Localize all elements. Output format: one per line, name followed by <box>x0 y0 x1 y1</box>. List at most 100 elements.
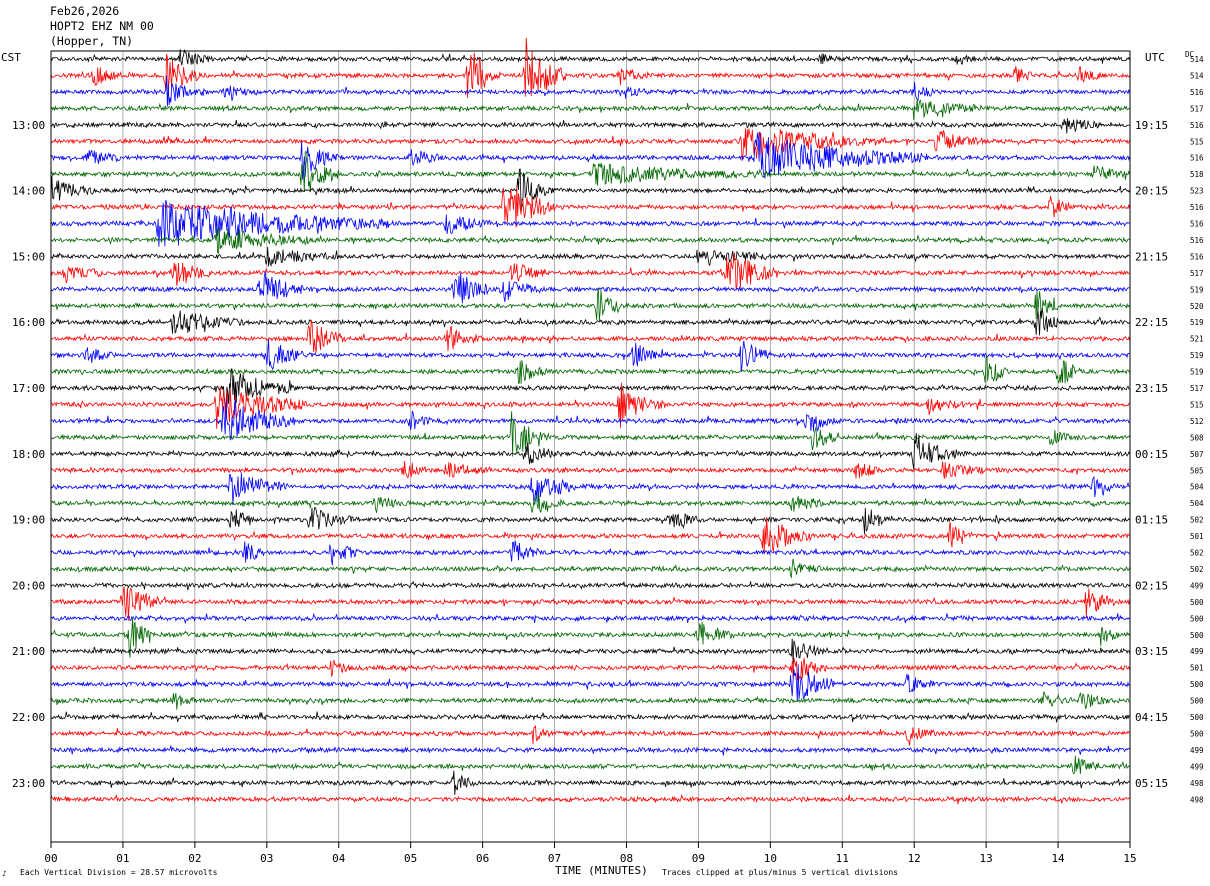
header-date: Feb26,2026 <box>50 4 119 18</box>
right-hour-label: 04:15 <box>1135 711 1168 724</box>
seismic-trace <box>50 49 1131 66</box>
dc-offset-label: 500 <box>1190 680 1204 689</box>
seismic-trace <box>50 168 1131 212</box>
dc-offset-label: 504 <box>1190 483 1204 492</box>
dc-offset-label: 499 <box>1190 762 1204 771</box>
right-hour-label: 21:15 <box>1135 250 1168 263</box>
dc-offset-label: 518 <box>1190 170 1204 179</box>
dc-offset-label: 517 <box>1190 384 1204 393</box>
right-hour-label: 22:15 <box>1135 316 1168 329</box>
left-hour-labels: 13:00 14:00 15:00 16:00 17:00 18:00 19:00 20:00… <box>12 119 45 790</box>
dc-offset-label: 514 <box>1190 55 1204 64</box>
dc-offset-label: 502 <box>1190 565 1204 574</box>
seismic-trace <box>50 725 1130 746</box>
x-tick-label: 08 <box>620 852 633 865</box>
left-hour-label: 15:00 <box>12 250 45 263</box>
left-hour-label: 19:00 <box>12 514 45 527</box>
right-hour-label: 03:15 <box>1135 645 1168 658</box>
seismic-trace <box>50 461 1130 479</box>
seismic-trace <box>50 271 1130 304</box>
dc-offset-label: 508 <box>1190 433 1204 442</box>
seismic-trace <box>50 150 1131 193</box>
dc-offset-label: 516 <box>1190 154 1204 163</box>
x-axis-title: TIME (MINUTES) <box>555 864 648 877</box>
x-tick-label: 13 <box>980 852 993 865</box>
dc-offset-label: 500 <box>1190 697 1204 706</box>
dc-offset-label: 500 <box>1190 631 1204 640</box>
right-hour-labels: 19:15 20:15 21:15 22:15 23:15 00:15 01:15 02:15… <box>1135 119 1168 790</box>
dc-offset-label: 515 <box>1190 400 1204 409</box>
seismic-trace <box>50 199 1130 247</box>
dc-offset-label: 500 <box>1190 614 1204 623</box>
seismic-trace <box>50 507 1131 535</box>
left-hour-label: 17:00 <box>12 382 45 395</box>
dc-offset-label: 500 <box>1190 598 1204 607</box>
right-timezone-label: UTC <box>1145 51 1165 64</box>
seismic-trace <box>50 657 1131 681</box>
seismic-trace <box>50 793 1130 805</box>
dc-offset-label: 500 <box>1190 713 1204 722</box>
seismic-trace <box>50 472 1130 506</box>
seismic-trace <box>50 664 1130 702</box>
dc-offset-label: 499 <box>1190 746 1204 755</box>
right-hour-label: 23:15 <box>1135 382 1168 395</box>
seismic-trace <box>50 339 1130 372</box>
dc-offset-label: 516 <box>1190 220 1204 229</box>
seismic-trace <box>50 612 1130 625</box>
seismic-trace <box>50 37 1131 98</box>
dc-offset-label: 501 <box>1190 664 1204 673</box>
seismic-trace <box>50 382 1130 429</box>
seismic-trace <box>50 98 1130 121</box>
right-hour-label: 02:15 <box>1135 579 1168 592</box>
dc-offset-label: 502 <box>1190 549 1204 558</box>
seismic-trace <box>50 770 1130 795</box>
seismic-trace <box>50 638 1131 664</box>
left-hour-label: 18:00 <box>12 448 45 461</box>
x-axis-ticks: 00 01 02 03 04 05 06 07 08 09 10 11 12 13 14 15 <box>44 842 1137 865</box>
seismic-trace <box>50 540 1130 566</box>
dc-offset-label: 512 <box>1190 417 1204 426</box>
x-tick-label: 04 <box>332 852 346 865</box>
seismic-trace <box>50 308 1131 336</box>
x-tick-label: 14 <box>1051 852 1065 865</box>
x-tick-label: 00 <box>44 852 57 865</box>
dc-offset-label: 517 <box>1190 269 1204 278</box>
dc-offset-label: 523 <box>1190 187 1204 196</box>
seismic-trace <box>50 128 1131 161</box>
x-tick-label: 06 <box>476 852 489 865</box>
seismic-trace <box>50 691 1130 710</box>
seismic-trace <box>50 227 1130 255</box>
dc-offset-label: 516 <box>1190 203 1204 212</box>
seismic-trace <box>50 755 1130 775</box>
dc-offset-label: 519 <box>1190 351 1204 360</box>
dc-offset-label: 516 <box>1190 236 1204 245</box>
clip-note: Traces clipped at plus/minus 5 vertical … <box>662 868 898 877</box>
header-station: HOPT2 EHZ NM 00 <box>50 19 154 33</box>
left-timezone-label: CST <box>1 51 21 64</box>
dc-offset-label: 516 <box>1190 121 1204 130</box>
x-tick-label: 01 <box>116 852 129 865</box>
seismic-trace <box>50 711 1131 723</box>
traces-group <box>50 37 1131 805</box>
dc-offset-label: 498 <box>1190 779 1204 788</box>
x-tick-label: 11 <box>836 852 849 865</box>
seismic-trace <box>50 132 1131 180</box>
dc-offset-label: 501 <box>1190 532 1204 541</box>
x-tick-label: 03 <box>260 852 273 865</box>
right-hour-label: 05:15 <box>1135 777 1168 790</box>
dc-offset-label: 515 <box>1190 137 1204 146</box>
left-hour-label: 13:00 <box>12 119 45 132</box>
dc-offset-label: 498 <box>1190 795 1204 804</box>
dc-offset-label: 507 <box>1190 450 1204 459</box>
right-hour-label: 19:15 <box>1135 119 1168 132</box>
left-hour-label: 22:00 <box>12 711 45 724</box>
dc-offset-label: 516 <box>1190 252 1204 261</box>
dc-offset-label: 519 <box>1190 368 1204 377</box>
dc-offset-label: 505 <box>1190 466 1204 475</box>
scale-note: Each Vertical Division = 28.57 microvolt… <box>20 868 218 877</box>
seismic-trace <box>50 432 1131 470</box>
corner-mark: ♪ <box>2 869 7 878</box>
seismic-trace <box>50 617 1131 658</box>
